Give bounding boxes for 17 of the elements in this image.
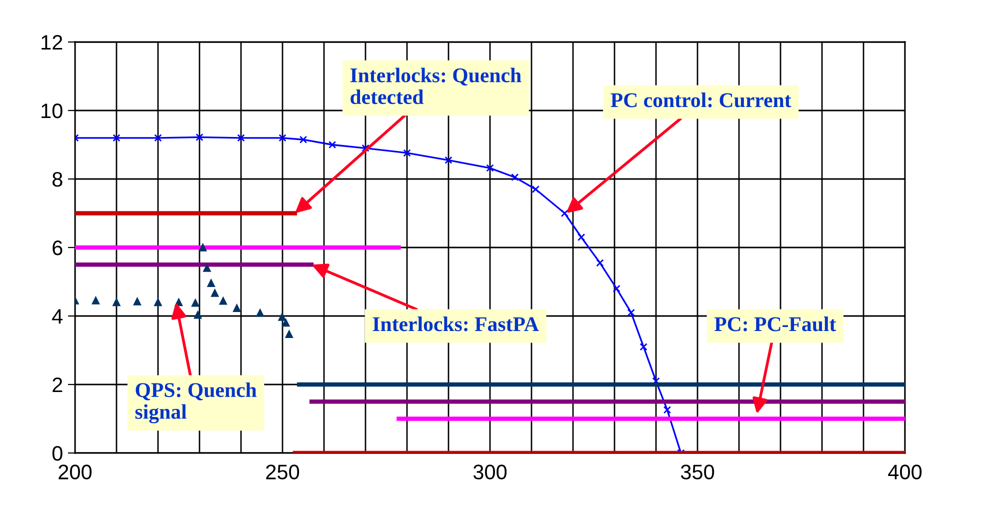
annotation: Interlocks: FastPA [372,316,539,332]
x-tick-label: 400 [888,464,922,480]
annotation: QPS: Quench signal [135,382,257,424]
y-tick-label: 0 [52,446,62,461]
y-tick-label: 10 [42,104,62,118]
x-tick-label: 350 [680,464,714,480]
y-tick-label: 4 [52,309,63,324]
annotation: PC control: Current [610,92,792,108]
x-tick-label: 250 [266,464,300,480]
annotation: PC: PC-Fault [714,316,836,332]
y-tick-label: 12 [42,35,62,50]
y-tick-label: 8 [52,172,62,187]
annotation: Interlocks: Quench detected [350,68,522,104]
x-tick-label: 200 [58,464,92,480]
y-tick-label: 6 [52,240,62,256]
x-tick-label: 300 [473,464,507,480]
y-tick-label: 2 [52,378,62,392]
